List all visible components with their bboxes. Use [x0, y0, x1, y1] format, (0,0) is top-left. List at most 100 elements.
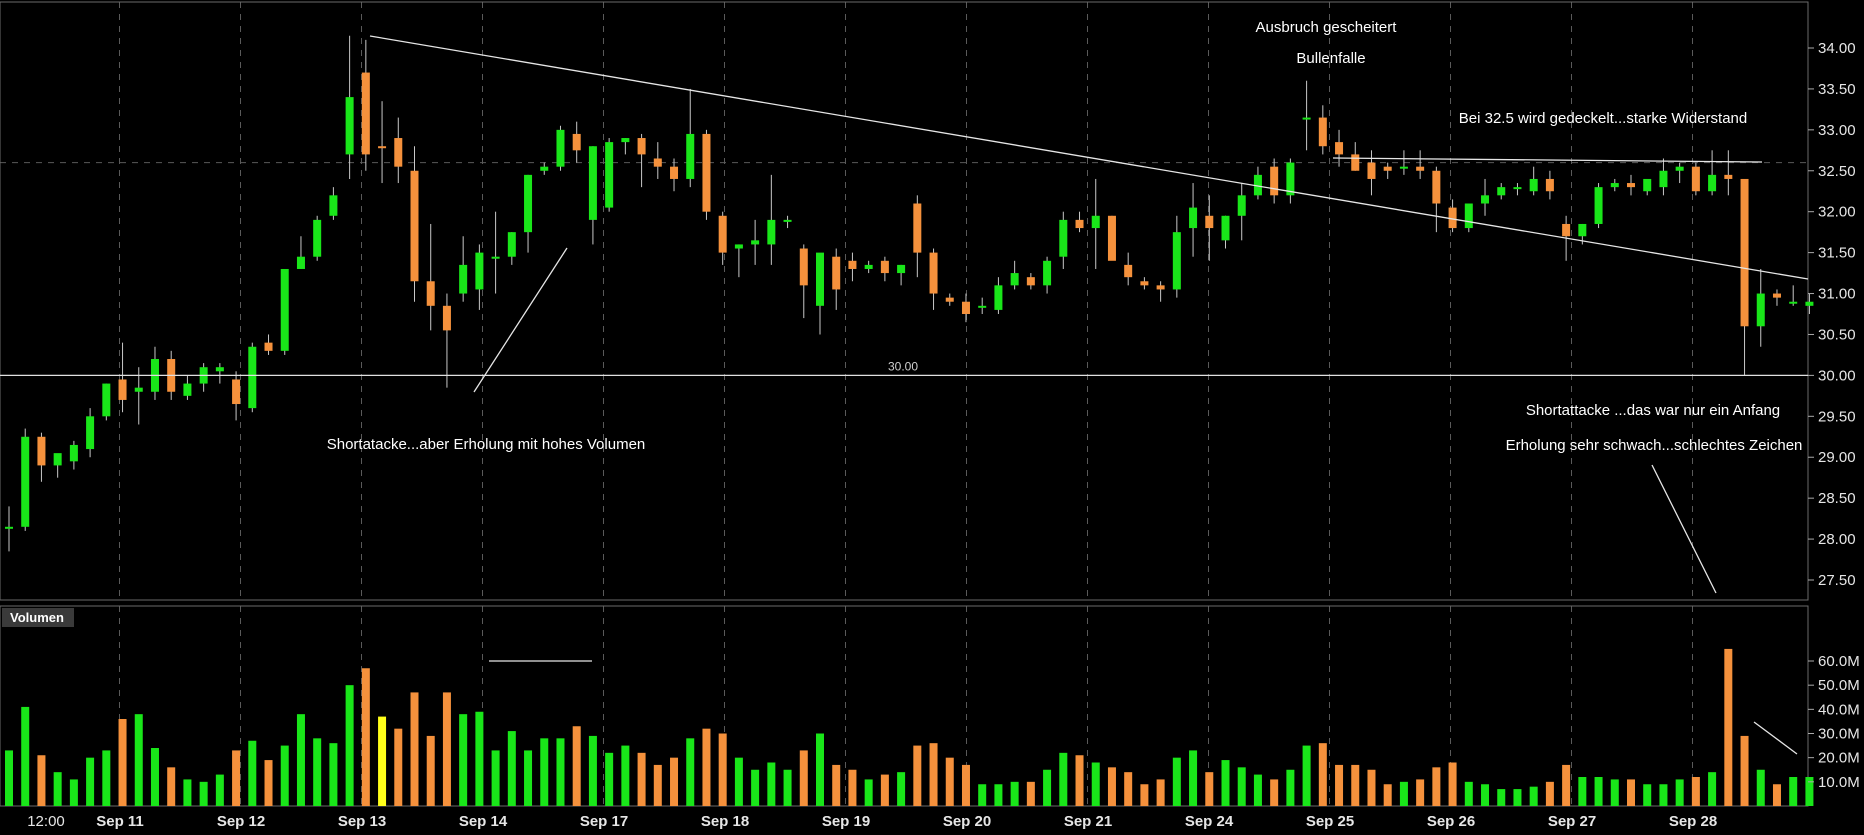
candle-body — [1691, 166, 1700, 192]
volume-bar — [686, 738, 695, 806]
volume-bar — [1189, 750, 1198, 806]
candle-body — [1643, 178, 1652, 192]
candle-body — [410, 170, 419, 282]
candle-body — [5, 526, 13, 529]
volume-tick-label: 20.0M — [1818, 750, 1860, 767]
volume-bar — [183, 779, 192, 806]
volume-bar — [410, 692, 419, 806]
volume-bar — [378, 716, 387, 806]
candle-body — [1302, 117, 1311, 120]
volume-bar — [1156, 779, 1165, 806]
candle-body — [1740, 178, 1749, 327]
volume-bar — [848, 769, 857, 806]
volume-bar — [1562, 764, 1571, 806]
resistance-line — [1332, 157, 1763, 163]
candle-body — [361, 72, 370, 155]
candle-body — [1578, 223, 1587, 237]
volume-bar — [1497, 789, 1506, 806]
volume-bar — [524, 750, 533, 806]
volume-bar — [53, 772, 62, 806]
candle-body — [1172, 232, 1181, 290]
candle-body — [280, 268, 289, 351]
candle-body — [1399, 166, 1408, 169]
candle-body — [1043, 260, 1052, 286]
volume-bar — [5, 750, 13, 806]
candle-body — [1562, 223, 1571, 237]
volume-tick-label: 30.0M — [1818, 726, 1860, 743]
candle-body — [1156, 285, 1165, 290]
volume-bar — [913, 745, 922, 806]
price-tick-label: 30.00 — [1818, 367, 1856, 384]
volume-bar — [329, 743, 338, 806]
price-axis: 34.00 33.50 33.00 32.50 32.00 31.50 31.00 30.50… — [1808, 40, 1856, 589]
candle-body — [783, 219, 792, 222]
candle-body — [442, 305, 451, 331]
candle-body — [183, 383, 192, 396]
volume-bar — [1270, 779, 1279, 806]
volume-bar — [864, 779, 873, 806]
x-tick-label: Sep 13 — [338, 813, 386, 830]
grid-lines — [0, 2, 1808, 806]
candle-body — [248, 346, 257, 409]
candle-body — [718, 215, 727, 253]
volume-bar — [232, 750, 241, 806]
candle-body — [1708, 174, 1717, 192]
volume-tick-label: 40.0M — [1818, 701, 1860, 718]
volume-bar — [1124, 772, 1133, 806]
candle-body — [1594, 187, 1603, 224]
volume-bar — [653, 764, 662, 806]
volume-bar — [313, 738, 322, 806]
candle-body — [751, 240, 760, 245]
candle-body — [134, 387, 143, 392]
x-tick-label: Sep 20 — [943, 813, 991, 830]
candle-body — [264, 342, 273, 351]
volume-bar — [1805, 777, 1814, 806]
candle-body — [1805, 301, 1814, 306]
volume-bar — [1140, 784, 1149, 806]
price-tick-label: 28.50 — [1818, 490, 1856, 507]
volume-bar — [86, 757, 95, 806]
volume-bar — [37, 755, 46, 806]
x-tick-label: Sep 11 — [96, 813, 144, 830]
candle-body — [540, 166, 549, 171]
volume-bars — [5, 648, 1814, 806]
volume-bar — [1740, 735, 1749, 806]
price-tick-label: 31.50 — [1818, 245, 1856, 262]
volume-bar — [21, 706, 30, 806]
candle-body — [880, 260, 889, 274]
volume-bar — [1724, 648, 1733, 806]
candle-body — [53, 453, 62, 466]
candle-body — [102, 383, 111, 417]
candle-body — [1416, 166, 1425, 171]
candle-body — [816, 252, 824, 306]
candle-body — [686, 133, 695, 179]
volume-bar — [150, 748, 159, 806]
volume-bar — [994, 784, 1003, 806]
candle-body — [1189, 207, 1198, 229]
volume-bar — [134, 714, 143, 806]
candle-body — [1140, 281, 1149, 286]
candle-body — [734, 244, 743, 249]
x-tick-label: Sep 17 — [580, 813, 628, 830]
volume-bar — [556, 738, 565, 806]
candle-body — [1221, 215, 1230, 241]
volume-bar — [215, 774, 224, 806]
volume-bar — [945, 757, 954, 806]
candle-body — [637, 138, 646, 155]
volume-bar — [118, 719, 127, 806]
volume-decline-line — [1753, 721, 1798, 755]
price-tick-label: 31.00 — [1818, 286, 1856, 303]
candle-body — [848, 260, 857, 269]
price-tick-label: 29.50 — [1818, 408, 1856, 425]
candle-body — [832, 256, 841, 290]
volume-bar — [1481, 784, 1490, 806]
candle-body — [1545, 178, 1554, 192]
volume-bar — [702, 728, 711, 806]
support-line-label: 30.00 — [888, 359, 918, 373]
candle-body — [897, 264, 906, 274]
volume-bar — [1399, 781, 1408, 806]
candle-body — [459, 264, 468, 294]
volume-bar — [588, 735, 597, 806]
volume-bar — [670, 757, 679, 806]
